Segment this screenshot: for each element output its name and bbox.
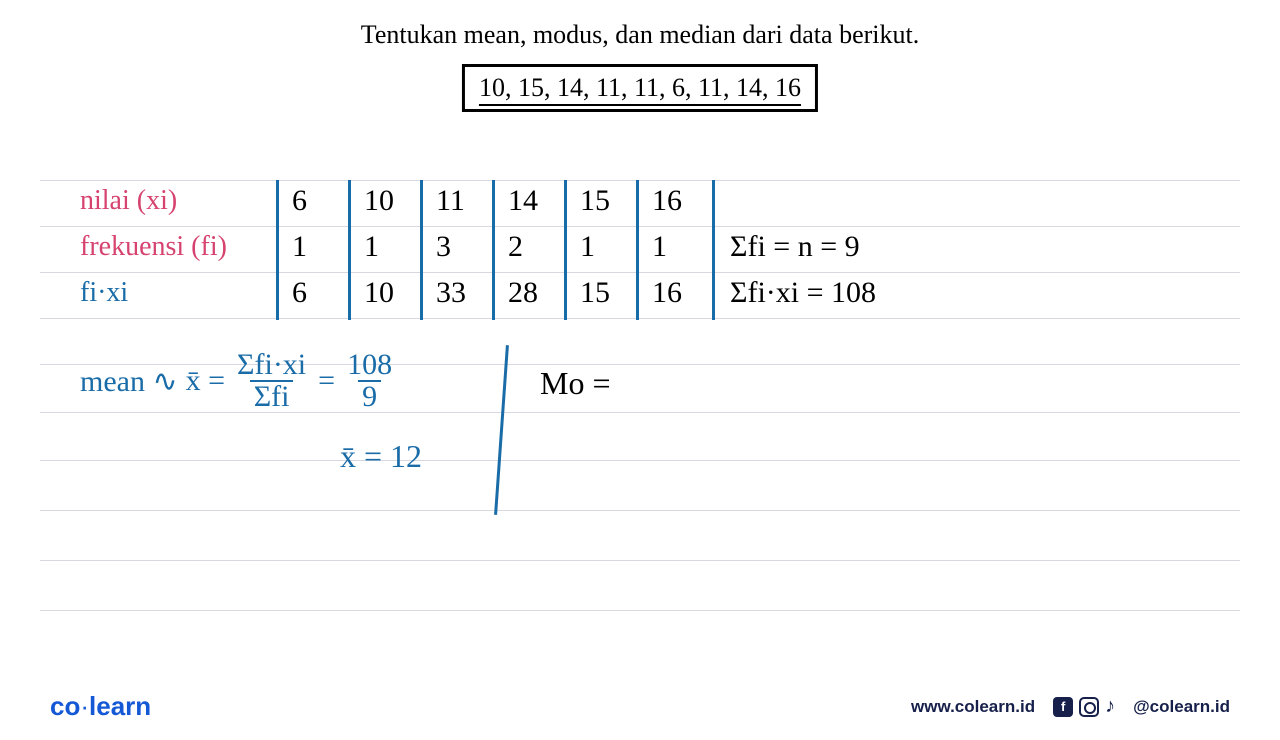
fraction-value: 108 9 — [343, 350, 396, 412]
table-cell: 1 — [568, 230, 640, 264]
table-cell: 11 — [424, 184, 496, 218]
table-vline — [276, 180, 279, 320]
calc-divider-line — [494, 345, 509, 515]
tiktok-icon: ♪ — [1105, 695, 1115, 718]
footer-handle: @colearn.id — [1133, 697, 1230, 717]
table-row: nilai (xi) 6 10 11 14 15 16 — [80, 178, 876, 224]
logo-learn: learn — [89, 691, 151, 721]
footer-url: www.colearn.id — [911, 697, 1035, 717]
notebook-area: nilai (xi) 6 10 11 14 15 16 frekuensi (f… — [0, 170, 1280, 650]
row-label-fixi: fi·xi — [80, 277, 280, 309]
table-cell: 16 — [640, 276, 712, 310]
frac-denominator: Σfi — [250, 380, 294, 412]
table-cell: 10 — [352, 276, 424, 310]
frequency-table: nilai (xi) 6 10 11 14 15 16 frekuensi (f… — [80, 178, 876, 316]
table-cell: 1 — [640, 230, 712, 264]
table-row: frekuensi (fi) 1 1 3 2 1 1 Σfi = n = 9 — [80, 224, 876, 270]
mean-label: mean ∿ — [80, 364, 178, 399]
table-cell: 2 — [496, 230, 568, 264]
gridline — [40, 460, 1240, 461]
mean-calculation: mean ∿ x̄ = Σfi·xi Σfi = 108 9 — [80, 350, 396, 412]
table-cell: 15 — [568, 276, 640, 310]
social-icons: f ♪ — [1053, 695, 1115, 718]
gridline — [40, 412, 1240, 413]
prompt-text: Tentukan mean, modus, dan median dari da… — [0, 20, 1280, 50]
gridline — [40, 510, 1240, 511]
table-cell: 16 — [640, 184, 712, 218]
table-cell: 15 — [568, 184, 640, 218]
footer-right: www.colearn.id f ♪ @colearn.id — [911, 695, 1230, 718]
table-cell: 3 — [424, 230, 496, 264]
table-vline — [636, 180, 639, 320]
table-cell: 6 — [280, 184, 352, 218]
mode-label: Mo = — [540, 365, 611, 402]
fraction-formula: Σfi·xi Σfi — [233, 350, 310, 412]
table-cell: 1 — [352, 230, 424, 264]
table-vline — [492, 180, 495, 320]
footer: co·learn www.colearn.id f ♪ @colearn.id — [50, 691, 1230, 722]
table-vline — [348, 180, 351, 320]
table-vline — [712, 180, 715, 320]
facebook-icon: f — [1053, 697, 1073, 717]
table-cell: 33 — [424, 276, 496, 310]
xbar-eq: x̄ = — [186, 364, 225, 398]
row-label-frekuensi: frekuensi (fi) — [80, 231, 280, 263]
frac-numerator: 108 — [343, 350, 396, 380]
mean-result: x̄ = 12 — [340, 438, 422, 475]
equals-sign: = — [318, 364, 335, 398]
table-vline — [564, 180, 567, 320]
data-box: 10, 15, 14, 11, 11, 6, 11, 14, 16 — [462, 64, 818, 112]
table-cell: 28 — [496, 276, 568, 310]
table-vline — [420, 180, 423, 320]
sum-fixi: Σfi·xi = 108 — [712, 276, 876, 310]
gridline — [40, 610, 1240, 611]
data-values: 10, 15, 14, 11, 11, 6, 11, 14, 16 — [479, 73, 801, 106]
table-row: fi·xi 6 10 33 28 15 16 Σfi·xi = 108 — [80, 270, 876, 316]
logo-co: co — [50, 691, 80, 721]
gridline — [40, 318, 1240, 319]
instagram-icon — [1079, 697, 1099, 717]
table-cell: 6 — [280, 276, 352, 310]
row-label-nilai: nilai (xi) — [80, 185, 280, 217]
colearn-logo: co·learn — [50, 691, 151, 722]
sum-fi: Σfi = n = 9 — [712, 230, 860, 264]
gridline — [40, 560, 1240, 561]
table-cell: 1 — [280, 230, 352, 264]
frac-denominator: 9 — [358, 380, 381, 412]
table-cell: 10 — [352, 184, 424, 218]
table-cell: 14 — [496, 184, 568, 218]
frac-numerator: Σfi·xi — [233, 350, 310, 380]
